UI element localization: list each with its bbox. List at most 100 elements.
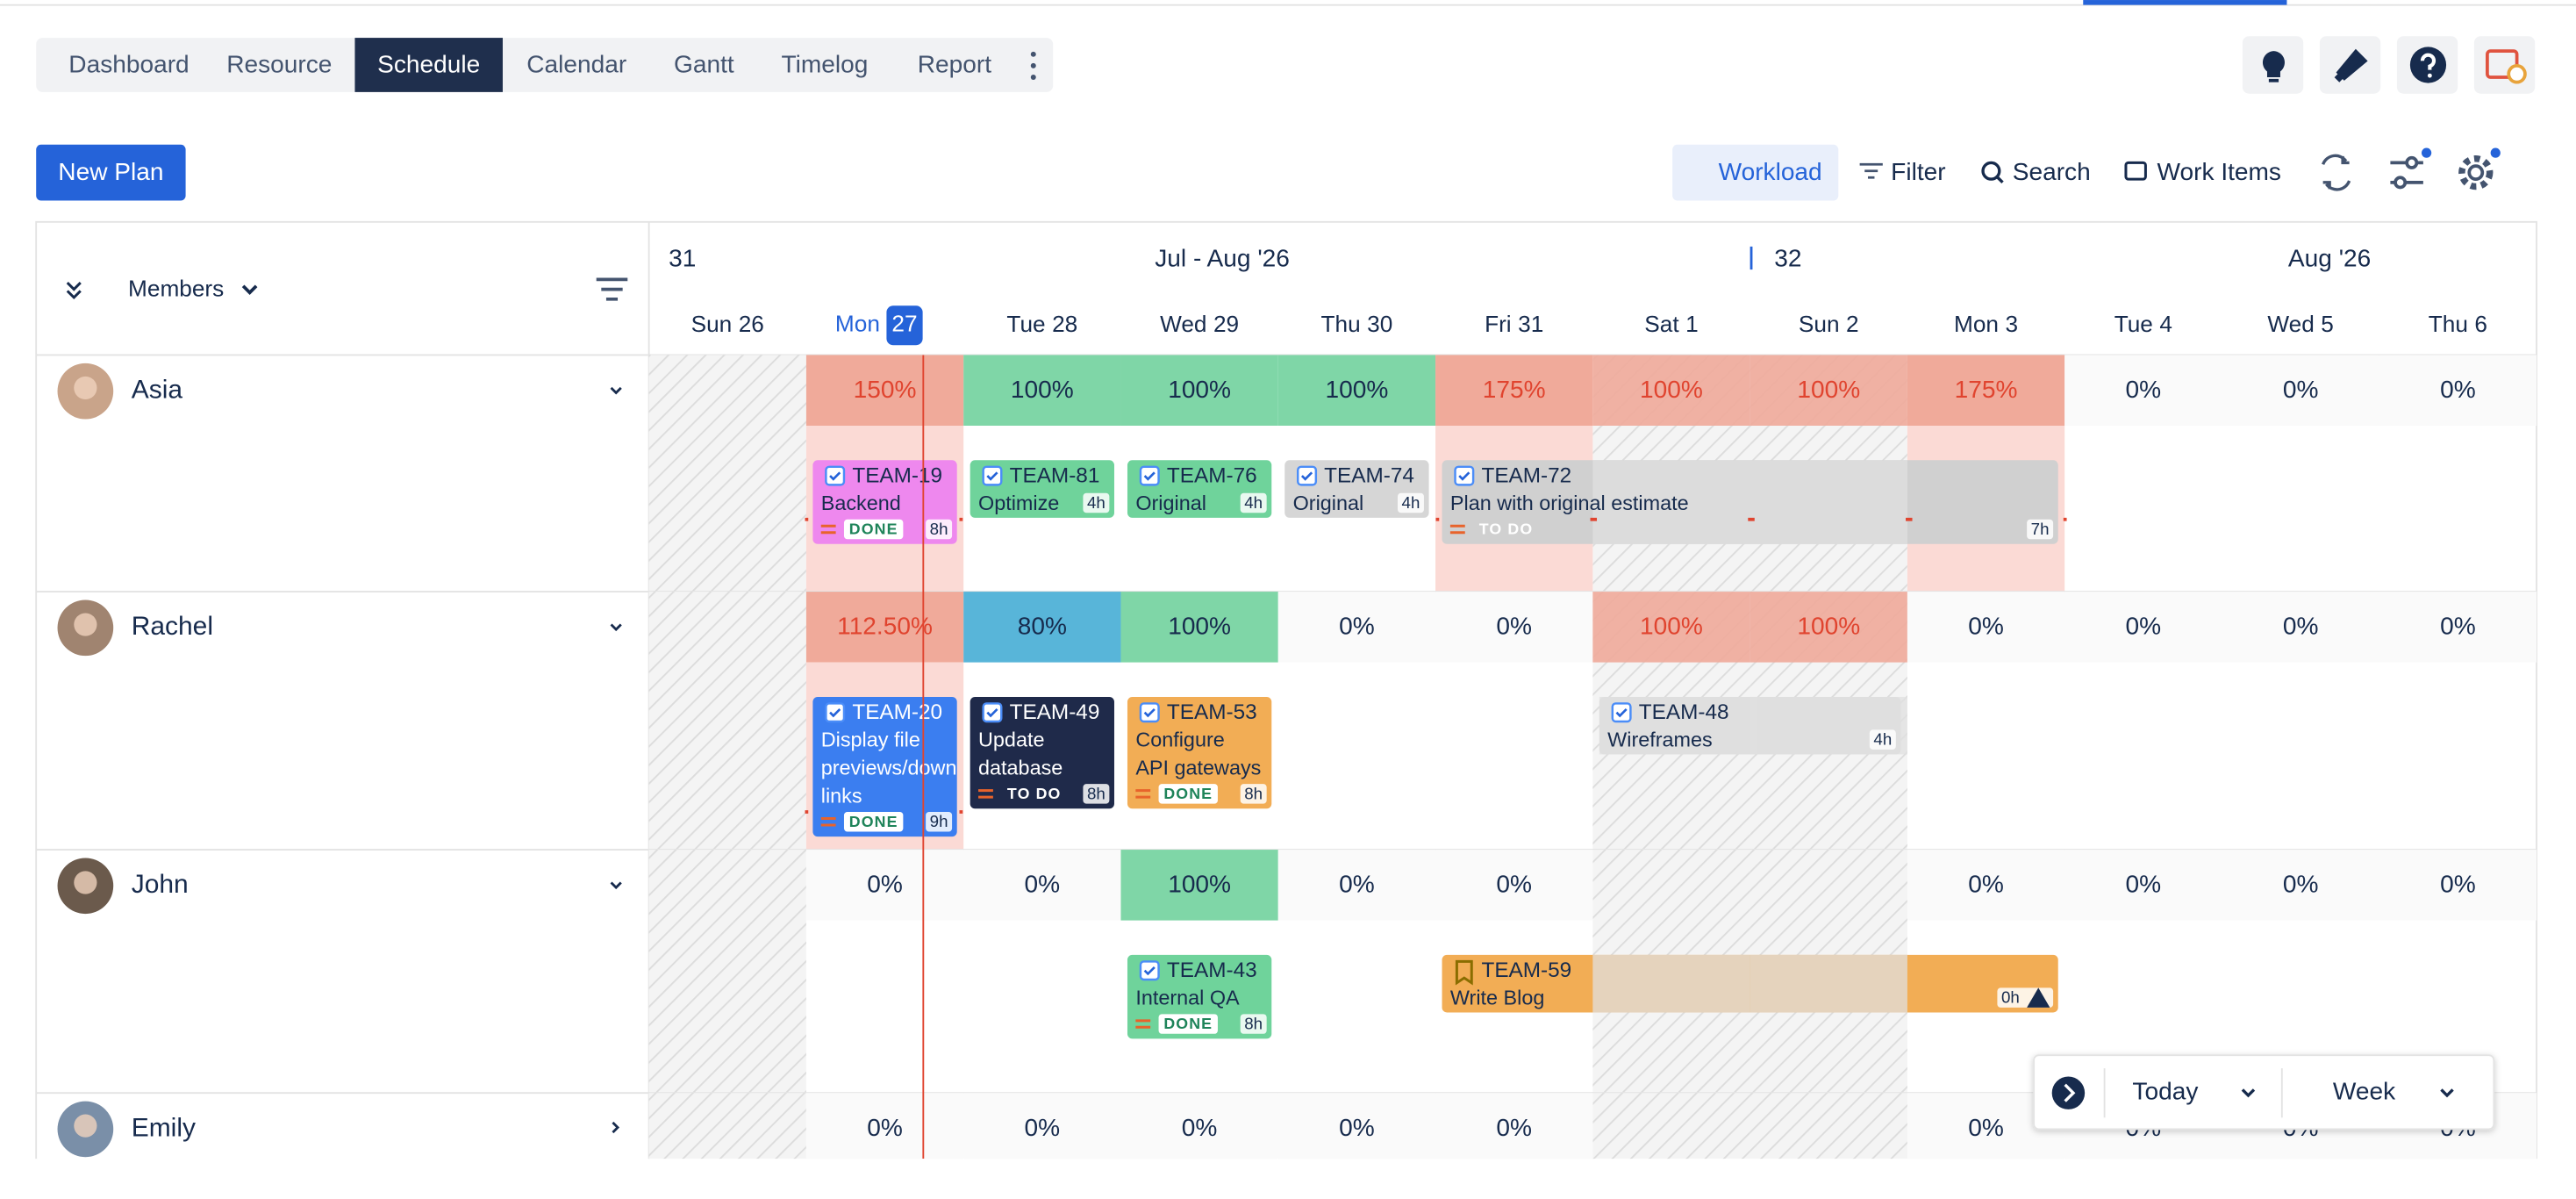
week-number: 32	[1774, 244, 1801, 271]
calendar-button[interactable]	[2473, 36, 2536, 94]
load-cell	[1120, 850, 1278, 921]
load-value: 150%	[854, 376, 917, 403]
day-name: Tue	[2114, 311, 2153, 337]
priority-icon	[1135, 1019, 1151, 1029]
member-name: Emily	[132, 1113, 196, 1142]
range-chevron[interactable]	[2440, 1088, 2454, 1098]
row-toggle[interactable]	[610, 881, 622, 890]
task-bg	[812, 696, 957, 837]
sync-button[interactable]	[2322, 154, 2351, 191]
collapse-icon[interactable]	[66, 282, 82, 300]
day-label: Tue 28	[1006, 311, 1077, 337]
more-dot	[1030, 51, 1036, 57]
day-label: Sun 2	[1799, 311, 1859, 337]
slider-knob	[2394, 176, 2408, 190]
task-hours: 4h	[1087, 493, 1106, 512]
task-hours: 7h	[2031, 520, 2050, 538]
task-card[interactable]: TEAM-43 Internal QA DONE 8h	[1127, 954, 1272, 1039]
load-value: 112.50%	[837, 613, 933, 640]
search-icon	[1981, 161, 2001, 181]
task-card[interactable]: TEAM-49 Update database TO DO 8h	[970, 696, 1114, 809]
today-chevron[interactable]	[2241, 1088, 2256, 1098]
task-card[interactable]: TEAM-20 Display file previews/down links DON…	[812, 696, 957, 837]
load-cell	[2064, 355, 2222, 426]
load-value: 0%	[2440, 871, 2476, 898]
weekend-overlay	[1750, 954, 1907, 1013]
status-badge	[843, 812, 904, 832]
member-bg	[38, 592, 648, 851]
task-status: DONE	[849, 521, 898, 538]
task-key: TEAM-76	[1167, 463, 1257, 487]
load-cell	[805, 592, 964, 663]
search-handle	[1996, 176, 2004, 184]
task-card[interactable]: TEAM-81 Optimize 4h	[970, 460, 1114, 518]
row-toggle[interactable]	[612, 1121, 620, 1134]
day-date: 1	[1685, 311, 1699, 337]
task-title: database	[978, 757, 1063, 779]
day-name: Wed	[2267, 311, 2314, 337]
day-label: Thu 30	[1321, 311, 1393, 337]
day-date: 6	[2474, 311, 2487, 337]
load-value: 175%	[1483, 376, 1546, 403]
sort-icon[interactable]	[596, 277, 628, 301]
settings-button[interactable]	[2458, 154, 2494, 190]
new-plan-button[interactable]	[36, 144, 186, 201]
help-dot	[2427, 73, 2432, 78]
task-title: Update	[978, 729, 1044, 751]
members-chevron[interactable]	[241, 284, 258, 295]
more-dot	[1030, 75, 1036, 81]
task-icon	[1611, 702, 1632, 723]
row-toggle[interactable]	[610, 386, 622, 395]
task-icon	[825, 465, 846, 486]
week-number: 31	[669, 244, 696, 271]
status-badge	[843, 519, 904, 540]
task-card[interactable]: TEAM-19 Backend DONE 8h	[812, 460, 957, 544]
active-tab[interactable]	[354, 38, 503, 92]
member-name: Asia	[132, 376, 183, 405]
task-hours: 8h	[1087, 784, 1106, 802]
load-value: 0%	[2283, 376, 2319, 403]
next-arrow	[2064, 1083, 2076, 1102]
task-check	[1143, 708, 1156, 718]
task-hours: 0h	[2001, 987, 2020, 1006]
clock-icon	[2507, 64, 2527, 84]
status-badge	[1158, 784, 1218, 804]
range-select: Week	[2333, 1078, 2396, 1105]
task-card[interactable]: TEAM-59 Write Blog 0h	[1442, 954, 2058, 1013]
load-value: 0%	[2126, 376, 2162, 403]
load-cell	[1277, 355, 1436, 426]
task-icon	[1139, 702, 1160, 723]
active-action[interactable]	[1672, 144, 1839, 201]
task-title: Write Blog	[1450, 987, 1544, 1009]
row-toggle[interactable]	[610, 623, 622, 632]
task-bg	[970, 696, 1114, 809]
weekend-overlay	[1750, 460, 1907, 544]
day-label: Sun 26	[691, 311, 764, 337]
task-icon	[1139, 465, 1160, 486]
status-badge	[1158, 1014, 1218, 1034]
load-value: 100%	[1640, 613, 1703, 640]
next-button[interactable]	[2051, 1076, 2086, 1109]
day-date: 5	[2321, 311, 2334, 337]
hours-badge	[1240, 1014, 1267, 1034]
nav-tab: Resource	[226, 50, 332, 77]
load-value: 0%	[1025, 1114, 1061, 1141]
load-value: 0%	[2283, 871, 2319, 898]
task-card[interactable]: TEAM-76 Original 4h	[1127, 460, 1272, 518]
task-card[interactable]: TEAM-74 Original 4h	[1284, 460, 1429, 518]
weekend-cell	[648, 850, 806, 1094]
load-cell	[1435, 850, 1593, 921]
load-cell	[1907, 592, 2065, 663]
task-card[interactable]: TEAM-48 Wireframes 4h	[1599, 696, 1907, 755]
task-card[interactable]: TEAM-53 Configure API gateways DONE 8h	[1127, 696, 1272, 809]
week-label: Aug '26	[2288, 244, 2371, 271]
load-cell	[1277, 592, 1436, 663]
task-card[interactable]: TEAM-72 Plan with original estimate TO DO 7…	[1442, 460, 2058, 544]
bulb-icon	[2262, 51, 2285, 83]
tab-bar	[36, 38, 1054, 92]
task-icon	[825, 702, 846, 723]
day-name: Fri	[1485, 311, 1512, 337]
load-value: 100%	[1797, 376, 1860, 403]
day-date: 30	[1367, 311, 1392, 337]
task-icon	[1297, 465, 1318, 486]
